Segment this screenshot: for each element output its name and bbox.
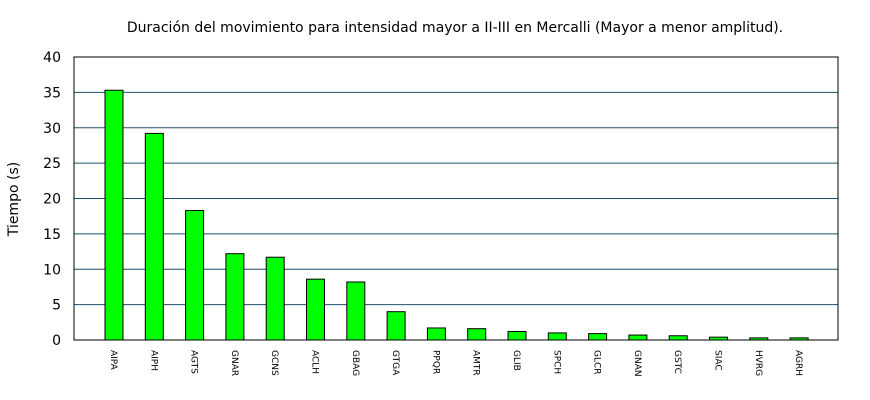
bar-gstc — [668, 335, 688, 341]
bar-spch — [547, 332, 567, 341]
bar-gtga — [386, 311, 406, 341]
x-tick-label: AIPA — [108, 350, 118, 371]
plot-frame — [73, 56, 839, 341]
y-tick-label: 25 — [43, 156, 61, 172]
x-tick-label: GBAG — [350, 350, 360, 376]
x-tick-label: HVRG — [753, 350, 763, 376]
x-tick-label: AMTR — [471, 350, 481, 376]
bar-gbag — [346, 281, 366, 341]
bar-aiph — [144, 132, 164, 341]
bar-gnan — [628, 334, 648, 341]
x-tick-label: AGTS — [189, 350, 199, 374]
x-tick-label: AIPH — [148, 350, 158, 371]
bar-amtr — [467, 328, 487, 341]
y-tick-label: 30 — [43, 121, 61, 137]
bar-agts — [185, 210, 205, 341]
x-tick-labels: AIPA AIPH AGTS GNAR GCNS ACLH GBAG GTGA PPQR AMTR… — [108, 350, 803, 377]
x-tick-label: GSTC — [672, 350, 682, 374]
x-tick-label: SIAC — [713, 350, 723, 371]
y-axis-label: Tiempo (s) — [6, 162, 22, 237]
x-tick-label: ACLH — [310, 350, 320, 374]
bars — [104, 89, 809, 341]
bar-aipa — [104, 89, 124, 341]
y-tick-label: 10 — [43, 262, 61, 278]
bar-gnar — [225, 253, 245, 341]
bar-aclh — [306, 278, 325, 341]
x-tick-label: SPCH — [551, 350, 561, 374]
x-tick-label: PPQR — [430, 350, 440, 374]
y-tick-label: 40 — [43, 50, 61, 66]
y-tick-label: 5 — [52, 298, 61, 314]
x-tick-label: GCNS — [269, 350, 279, 376]
y-tick-label: 35 — [43, 85, 61, 101]
bar-gcns — [265, 256, 285, 341]
bar-glcr — [588, 333, 608, 341]
y-tick-label: 15 — [43, 227, 61, 243]
bar-glib — [507, 331, 527, 341]
chart-title: Duración del movimiento para intensidad … — [127, 20, 783, 36]
x-tick-label: GNAR — [229, 350, 239, 376]
y-tick-label: 0 — [52, 333, 61, 349]
x-tick-label: GTGA — [390, 350, 400, 376]
x-tick-label: GLCR — [592, 350, 602, 375]
y-tick-labels: 0 5 10 15 20 25 30 35 40 — [43, 50, 61, 349]
x-tick-label: GLIB — [511, 350, 521, 371]
bar-ppqr — [426, 327, 446, 341]
x-tick-label: GNAN — [632, 350, 642, 377]
x-tick-label: AGRH — [793, 350, 803, 376]
y-tick-label: 20 — [43, 192, 61, 208]
